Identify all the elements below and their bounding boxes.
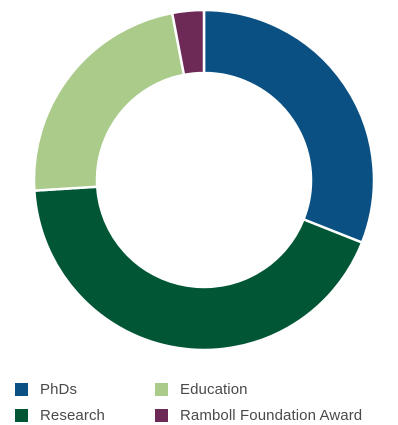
legend-swatch-ramboll-foundation-award [155,408,168,422]
chart-legend: PhDs Education Research Ramboll Foundation … [15,380,398,424]
legend-label-education: Education [180,380,248,398]
slice-ramboll-foundation-award [170,8,206,77]
legend-item-research: Research [15,406,155,424]
slice-research [33,185,364,352]
legend-swatch-education [155,382,168,396]
slice-education [32,11,186,192]
slice-phds [202,8,376,245]
legend-item-ramboll-foundation-award: Ramboll Foundation Award [155,406,398,424]
legend-swatch-research [15,408,28,422]
legend-item-education: Education [155,380,398,398]
legend-label-research: Research [40,406,105,424]
legend-swatch-phds [15,382,28,396]
legend-label-ramboll-foundation-award: Ramboll Foundation Award [180,406,363,424]
donut-chart [32,8,376,352]
legend-item-phds: PhDs [15,380,155,398]
legend-label-phds: PhDs [40,380,78,398]
